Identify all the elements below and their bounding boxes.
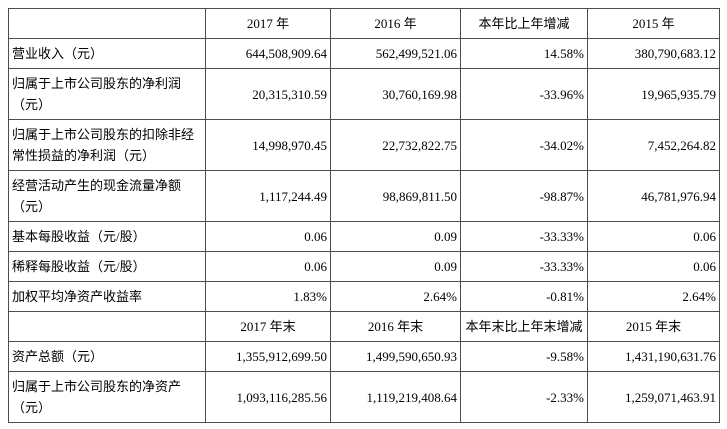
table-row: 经营活动产生的现金流量净额 （元） 1,117,244.49 98,869,811.… <box>8 170 720 222</box>
corner-cell <box>8 8 206 39</box>
column-header-row: 2017 年末 2016 年末 本年末比上年末增减 2015 年末 <box>8 311 720 342</box>
column-header-cell: 2017 年 <box>205 8 331 39</box>
row-label-cell: 基本每股收益（元/股） <box>8 221 206 252</box>
value-cell: 644,508,909.64 <box>205 38 331 69</box>
value-cell: -33.96% <box>460 68 588 120</box>
value-cell: -33.33% <box>460 221 588 252</box>
value-cell: 1,093,116,285.56 <box>205 371 331 423</box>
value-cell: 1,431,190,631.76 <box>587 341 720 372</box>
row-label-cell: 经营活动产生的现金流量净额 （元） <box>8 170 206 222</box>
value-cell: -2.33% <box>460 371 588 423</box>
column-header-cell: 本年末比上年末增减 <box>460 311 588 342</box>
value-cell: 0.06 <box>205 251 331 282</box>
column-header-cell: 2016 年 <box>330 8 461 39</box>
value-cell: 380,790,683.12 <box>587 38 720 69</box>
value-cell: 7,452,264.82 <box>587 119 720 171</box>
value-cell: 2.64% <box>330 281 461 312</box>
value-cell: -34.02% <box>460 119 588 171</box>
table-row: 归属于上市公司股东的净利润 （元） 20,315,310.59 30,760,169… <box>8 68 720 120</box>
value-cell: 0.09 <box>330 251 461 282</box>
table-body: 2017 年 2016 年本年比上年增减 2015 年营业收入（元） 644,508,… <box>8 8 720 423</box>
row-label-cell: 归属于上市公司股东的扣除非经 常性损益的净利润（元） <box>8 119 206 171</box>
financial-summary-table: 2017 年 2016 年本年比上年增减 2015 年营业收入（元） 644,508,… <box>8 8 720 423</box>
table-row: 归属于上市公司股东的扣除非经 常性损益的净利润（元） 14,998,970.45 2… <box>8 119 720 171</box>
value-cell: 2.64% <box>587 281 720 312</box>
row-label-cell: 归属于上市公司股东的净利润 （元） <box>8 68 206 120</box>
table-row: 资产总额（元） 1,355,912,699.50 1,499,590,650.93-… <box>8 341 720 372</box>
value-cell: 1,355,912,699.50 <box>205 341 331 372</box>
value-cell: 1,119,219,408.64 <box>330 371 461 423</box>
value-cell: 0.06 <box>587 221 720 252</box>
row-label-cell: 营业收入（元） <box>8 38 206 69</box>
column-header-cell: 本年比上年增减 <box>460 8 588 39</box>
value-cell: -9.58% <box>460 341 588 372</box>
value-cell: 14.58% <box>460 38 588 69</box>
table-row: 营业收入（元） 644,508,909.64 562,499,521.06 14.58… <box>8 38 720 69</box>
value-cell: 20,315,310.59 <box>205 68 331 120</box>
value-cell: -98.87% <box>460 170 588 222</box>
column-header-cell: 2015 年末 <box>587 311 720 342</box>
column-header-cell: 2016 年末 <box>330 311 461 342</box>
value-cell: -0.81% <box>460 281 588 312</box>
value-cell: 1,499,590,650.93 <box>330 341 461 372</box>
table-row: 加权平均净资产收益率 1.83% 2.64% -0.81% 2.64% <box>8 281 720 312</box>
value-cell: 14,998,970.45 <box>205 119 331 171</box>
column-header-cell: 2017 年末 <box>205 311 331 342</box>
row-label-cell: 资产总额（元） <box>8 341 206 372</box>
row-label-cell: 加权平均净资产收益率 <box>8 281 206 312</box>
column-header-cell: 2015 年 <box>587 8 720 39</box>
row-label-cell: 归属于上市公司股东的净资产 （元） <box>8 371 206 423</box>
value-cell: 46,781,976.94 <box>587 170 720 222</box>
value-cell: 562,499,521.06 <box>330 38 461 69</box>
value-cell: 1.83% <box>205 281 331 312</box>
table-row: 归属于上市公司股东的净资产 （元） 1,093,116,285.56 1,119,2… <box>8 371 720 423</box>
value-cell: -33.33% <box>460 251 588 282</box>
value-cell: 1,117,244.49 <box>205 170 331 222</box>
table-row: 基本每股收益（元/股） 0.06 0.09 -33.33% 0.06 <box>8 221 720 252</box>
row-label-cell: 稀释每股收益（元/股） <box>8 251 206 282</box>
table-row: 稀释每股收益（元/股） 0.06 0.09 -33.33% 0.06 <box>8 251 720 282</box>
value-cell: 0.09 <box>330 221 461 252</box>
value-cell: 0.06 <box>587 251 720 282</box>
value-cell: 30,760,169.98 <box>330 68 461 120</box>
value-cell: 0.06 <box>205 221 331 252</box>
value-cell: 98,869,811.50 <box>330 170 461 222</box>
value-cell: 19,965,935.79 <box>587 68 720 120</box>
value-cell: 1,259,071,463.91 <box>587 371 720 423</box>
column-header-row: 2017 年 2016 年本年比上年增减 2015 年 <box>8 8 720 39</box>
corner-cell <box>8 311 206 342</box>
value-cell: 22,732,822.75 <box>330 119 461 171</box>
